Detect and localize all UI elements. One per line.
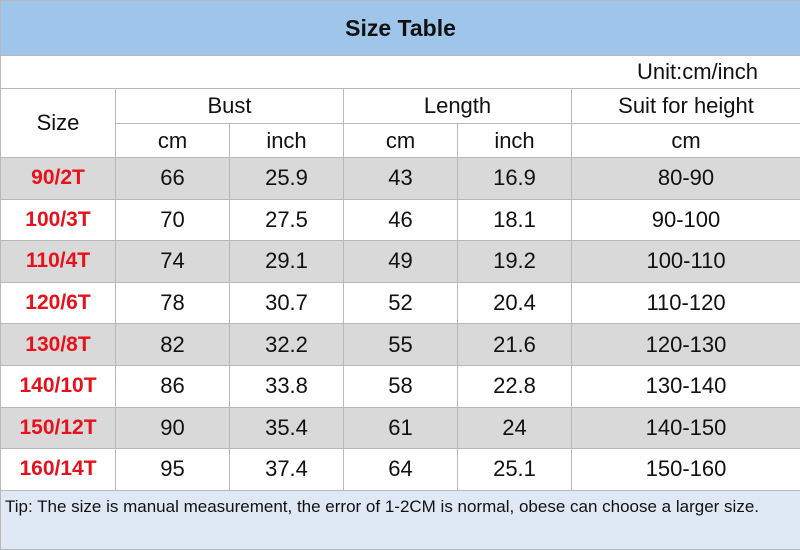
value-cell: 43 [344,158,458,200]
header-bust: Bust [116,89,344,124]
value-cell: 35.4 [230,407,344,449]
value-cell: 37.4 [230,449,344,491]
value-cell: 33.8 [230,365,344,407]
unit-header: inch [230,124,344,158]
size-cell: 90/2T [1,158,116,200]
value-cell: 95 [116,449,230,491]
value-cell: 32.2 [230,324,344,366]
value-cell: 80-90 [572,158,800,200]
value-cell: 49 [344,241,458,283]
value-cell: 29.1 [230,241,344,283]
size-cell: 130/8T [1,324,116,366]
value-cell: 25.9 [230,158,344,200]
value-cell: 61 [344,407,458,449]
size-cell: 150/12T [1,407,116,449]
value-cell: 30.7 [230,282,344,324]
value-cell: 100-110 [572,241,800,283]
header-suit: Suit for height [572,89,800,124]
table-title: Size Table [1,1,800,56]
value-cell: 90 [116,407,230,449]
value-cell: 22.8 [458,365,572,407]
unit-header: cm [116,124,230,158]
header-size: Size [1,89,116,158]
unit-header: cm [572,124,800,158]
header-length: Length [344,89,572,124]
unit-note: Unit:cm/inch [572,56,800,89]
value-cell: 66 [116,158,230,200]
value-cell: 55 [344,324,458,366]
value-cell: 27.5 [230,199,344,241]
value-cell: 25.1 [458,449,572,491]
blank [1,56,572,89]
value-cell: 20.4 [458,282,572,324]
value-cell: 24 [458,407,572,449]
size-cell: 120/6T [1,282,116,324]
value-cell: 120-130 [572,324,800,366]
size-cell: 110/4T [1,241,116,283]
value-cell: 70 [116,199,230,241]
size-cell: 160/14T [1,449,116,491]
tip-row: Tip: The size is manual measurement, the… [1,490,800,549]
value-cell: 130-140 [572,365,800,407]
unit-header: cm [344,124,458,158]
value-cell: 78 [116,282,230,324]
unit-header: inch [458,124,572,158]
size-cell: 100/3T [1,199,116,241]
value-cell: 64 [344,449,458,491]
value-cell: 110-120 [572,282,800,324]
value-cell: 19.2 [458,241,572,283]
value-cell: 46 [344,199,458,241]
value-cell: 150-160 [572,449,800,491]
value-cell: 18.1 [458,199,572,241]
value-cell: 16.9 [458,158,572,200]
value-cell: 82 [116,324,230,366]
size-cell: 140/10T [1,365,116,407]
tip-text: Tip: The size is manual measurement, the… [1,490,800,549]
value-cell: 21.6 [458,324,572,366]
value-cell: 52 [344,282,458,324]
value-cell: 140-150 [572,407,800,449]
value-cell: 74 [116,241,230,283]
value-cell: 90-100 [572,199,800,241]
value-cell: 58 [344,365,458,407]
value-cell: 86 [116,365,230,407]
